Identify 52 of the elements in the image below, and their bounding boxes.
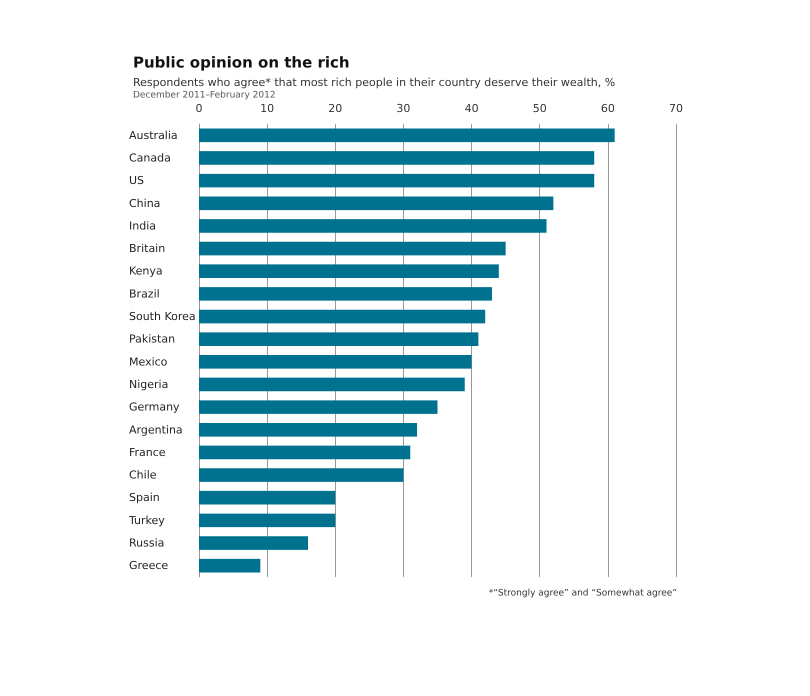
bar [199,242,506,256]
y-tick-label: Chile [129,468,157,482]
x-tick-label: 20 [328,102,342,115]
y-tick-label: China [129,196,160,210]
x-tick-label: 60 [600,102,615,115]
y-tick-label: Brazil [129,287,160,300]
bar [199,196,554,210]
bar [199,558,260,572]
bar [199,490,336,505]
x-tick-label: 30 [396,102,410,115]
y-tick-label: Germany [129,400,180,414]
y-tick-label: Britain [129,242,166,256]
bar [199,151,594,165]
y-tick-label: India [129,219,156,232]
bar [199,400,438,414]
y-tick-label: South Korea [129,310,196,324]
x-tick-label: 70 [669,102,683,115]
y-tick-label: Pakistan [129,332,176,346]
bar [199,514,336,528]
bar [199,355,472,369]
bar [199,468,404,482]
y-tick-label: Argentina [129,423,183,436]
bar [199,219,547,233]
bar [199,287,492,301]
y-tick-label: France [129,446,166,459]
x-tick-label: 50 [532,102,547,115]
x-tick-label: 0 [196,102,202,115]
y-tick-label: Russia [129,536,164,550]
bar [199,174,594,188]
y-tick-label: Australia [129,128,178,142]
y-tick-label: Mexico [129,355,168,368]
x-tick-label: 40 [464,102,479,115]
y-tick-label: US [129,174,144,188]
y-tick-label: Turkey [128,514,166,527]
text: December 2011–February 2012 [133,90,276,100]
chart-title: Public opinion on the rich [133,54,350,72]
chart-subtitle: Respondents who agree* that most rich people in their country deserve their wealth, % [133,76,616,89]
bar [199,264,499,278]
bar [199,128,615,142]
bar [199,446,410,460]
bar [199,422,418,437]
y-tick-label: Nigeria [129,378,168,391]
x-tick-label: 10 [260,102,274,115]
y-tick-label: Canada [129,151,171,164]
y-tick-label: Spain [129,491,160,504]
y-tick-label: Kenya [129,264,163,278]
y-tick-label: Greece [129,559,168,572]
bar [199,536,308,550]
bar [199,332,478,346]
bar [199,310,486,324]
bar [199,378,465,392]
text: *“Strongly agree” and “Somewhat agree” [488,588,678,598]
